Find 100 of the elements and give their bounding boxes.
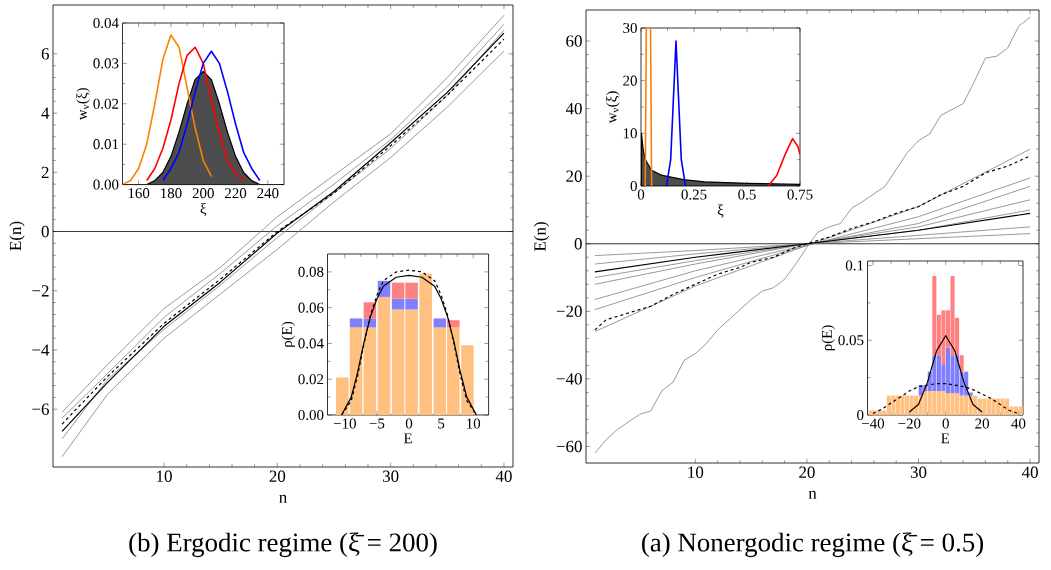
y-tick-label: −2 — [32, 285, 49, 297]
y-tick-label: 20 — [623, 75, 637, 86]
y-tick-label: 0.08 — [298, 266, 324, 277]
bar — [900, 395, 905, 415]
x-axis-title: E — [403, 433, 412, 444]
y-axis-title: ρ(E) — [821, 325, 835, 351]
x-tick-label: 5 — [438, 418, 445, 429]
bar — [349, 318, 363, 328]
bar — [964, 395, 969, 415]
y-tick-label: −40 — [556, 373, 582, 385]
x-axis-title: ξ — [717, 204, 724, 218]
x-tick-label: 20 — [799, 466, 815, 478]
x-tick-label: 30 — [910, 466, 927, 478]
x-tick-label: 10 — [157, 470, 172, 482]
y-tick-label: −60 — [556, 440, 582, 453]
y-tick-label: −20 — [556, 305, 582, 318]
x-tick-label: −10 — [333, 418, 356, 429]
y-tick-label: 0.06 — [298, 302, 324, 313]
y-tick-label: 0.00 — [93, 179, 119, 190]
bar — [1014, 406, 1019, 415]
bar — [995, 398, 1001, 415]
x-tick-label: 200 — [192, 188, 214, 199]
y-tick-label: 20 — [566, 170, 582, 182]
x-tick-label: 30 — [382, 470, 399, 482]
bar — [886, 395, 891, 415]
y-tick-label: −4 — [32, 344, 50, 356]
bar — [945, 347, 951, 394]
y-tick-label: 0.01 — [93, 139, 119, 150]
y-tick-label: 2 — [41, 166, 49, 178]
bar — [941, 391, 946, 415]
x-axis-title: n — [808, 490, 817, 499]
bar — [927, 391, 932, 415]
x-tick-label: 10 — [688, 466, 704, 478]
y-tick-label: 0.02 — [93, 98, 119, 109]
text: (b) Ergodic regime (ξ̄ = 200) — [129, 532, 437, 558]
line-series — [665, 40, 687, 186]
bar — [1018, 406, 1023, 415]
y-axis-title: ρ(E) — [281, 321, 295, 347]
x-tick-label: −5 — [369, 418, 385, 429]
x-tick-label: 220 — [225, 188, 247, 199]
bar — [950, 275, 955, 356]
bar — [945, 393, 951, 415]
bar — [950, 393, 955, 415]
y-tick-label: 0.03 — [93, 58, 119, 69]
x-tick-label: 0.5 — [738, 189, 756, 200]
bar — [932, 275, 937, 356]
x-axis-title: ξ — [200, 203, 207, 217]
x-tick-label: 0.25 — [681, 189, 707, 200]
x-tick-label: 240 — [257, 188, 279, 199]
y-tick-label: 0.02 — [298, 374, 324, 385]
x-tick-label: 40 — [495, 470, 512, 482]
bar — [936, 391, 941, 415]
bar — [941, 310, 946, 365]
x-axis-title: E — [941, 433, 950, 444]
y-tick-label: 0.1 — [845, 260, 864, 271]
y-tick-label: 0 — [574, 238, 582, 250]
y-tick-label: 0 — [857, 409, 864, 421]
x-tick-label: 20 — [269, 470, 286, 482]
y-tick-label: 40 — [565, 102, 582, 115]
bar — [891, 395, 896, 415]
x-tick-label: 0.75 — [787, 189, 813, 200]
bar — [959, 355, 964, 372]
bar — [923, 391, 928, 415]
y-tick-label: 4 — [41, 107, 50, 119]
x-tick-label: 40 — [1021, 466, 1038, 478]
y-axis-title: w$_{ν}$(ξ) — [606, 91, 620, 124]
y-tick-label: −6 — [32, 403, 49, 415]
text: (a) Nonergodic regime (ξ̄ = 0.5) — [642, 532, 984, 558]
x-tick-label: 0 — [405, 418, 413, 429]
bar — [433, 318, 447, 328]
x-tick-label: 10 — [467, 418, 481, 429]
bar — [363, 327, 377, 415]
x-tick-label: 0 — [637, 189, 645, 200]
bar — [895, 395, 901, 415]
x-tick-label: 160 — [128, 188, 150, 199]
y-tick-label: 30 — [623, 22, 637, 34]
bar — [982, 398, 987, 415]
bar — [1005, 398, 1010, 415]
y-tick-label: 0.04 — [93, 17, 119, 29]
y-tick-label: 0 — [41, 225, 49, 238]
x-tick-label: 180 — [161, 188, 182, 199]
x-tick-label: 20 — [975, 418, 989, 429]
y-tick-label: 0.05 — [838, 335, 864, 346]
x-tick-label: 40 — [1011, 418, 1026, 429]
line-series — [145, 46, 245, 182]
bar — [991, 398, 996, 415]
bar — [936, 355, 941, 392]
line-series — [162, 50, 261, 182]
y-axis-title: E(n) — [533, 222, 550, 252]
y-tick-label: 10 — [623, 128, 637, 139]
line-series — [767, 137, 800, 186]
y-axis-title: w$_{ν}$(ξ) — [76, 88, 90, 121]
bar — [959, 395, 964, 415]
y-tick-label: 0.00 — [298, 409, 324, 421]
y-tick-label: 0.04 — [298, 338, 324, 349]
x-axis-title: n — [279, 494, 287, 503]
bar — [932, 391, 937, 415]
y-tick-label: 6 — [41, 48, 49, 60]
x-tick-label: −20 — [898, 418, 921, 429]
y-tick-label: 60 — [566, 35, 582, 47]
